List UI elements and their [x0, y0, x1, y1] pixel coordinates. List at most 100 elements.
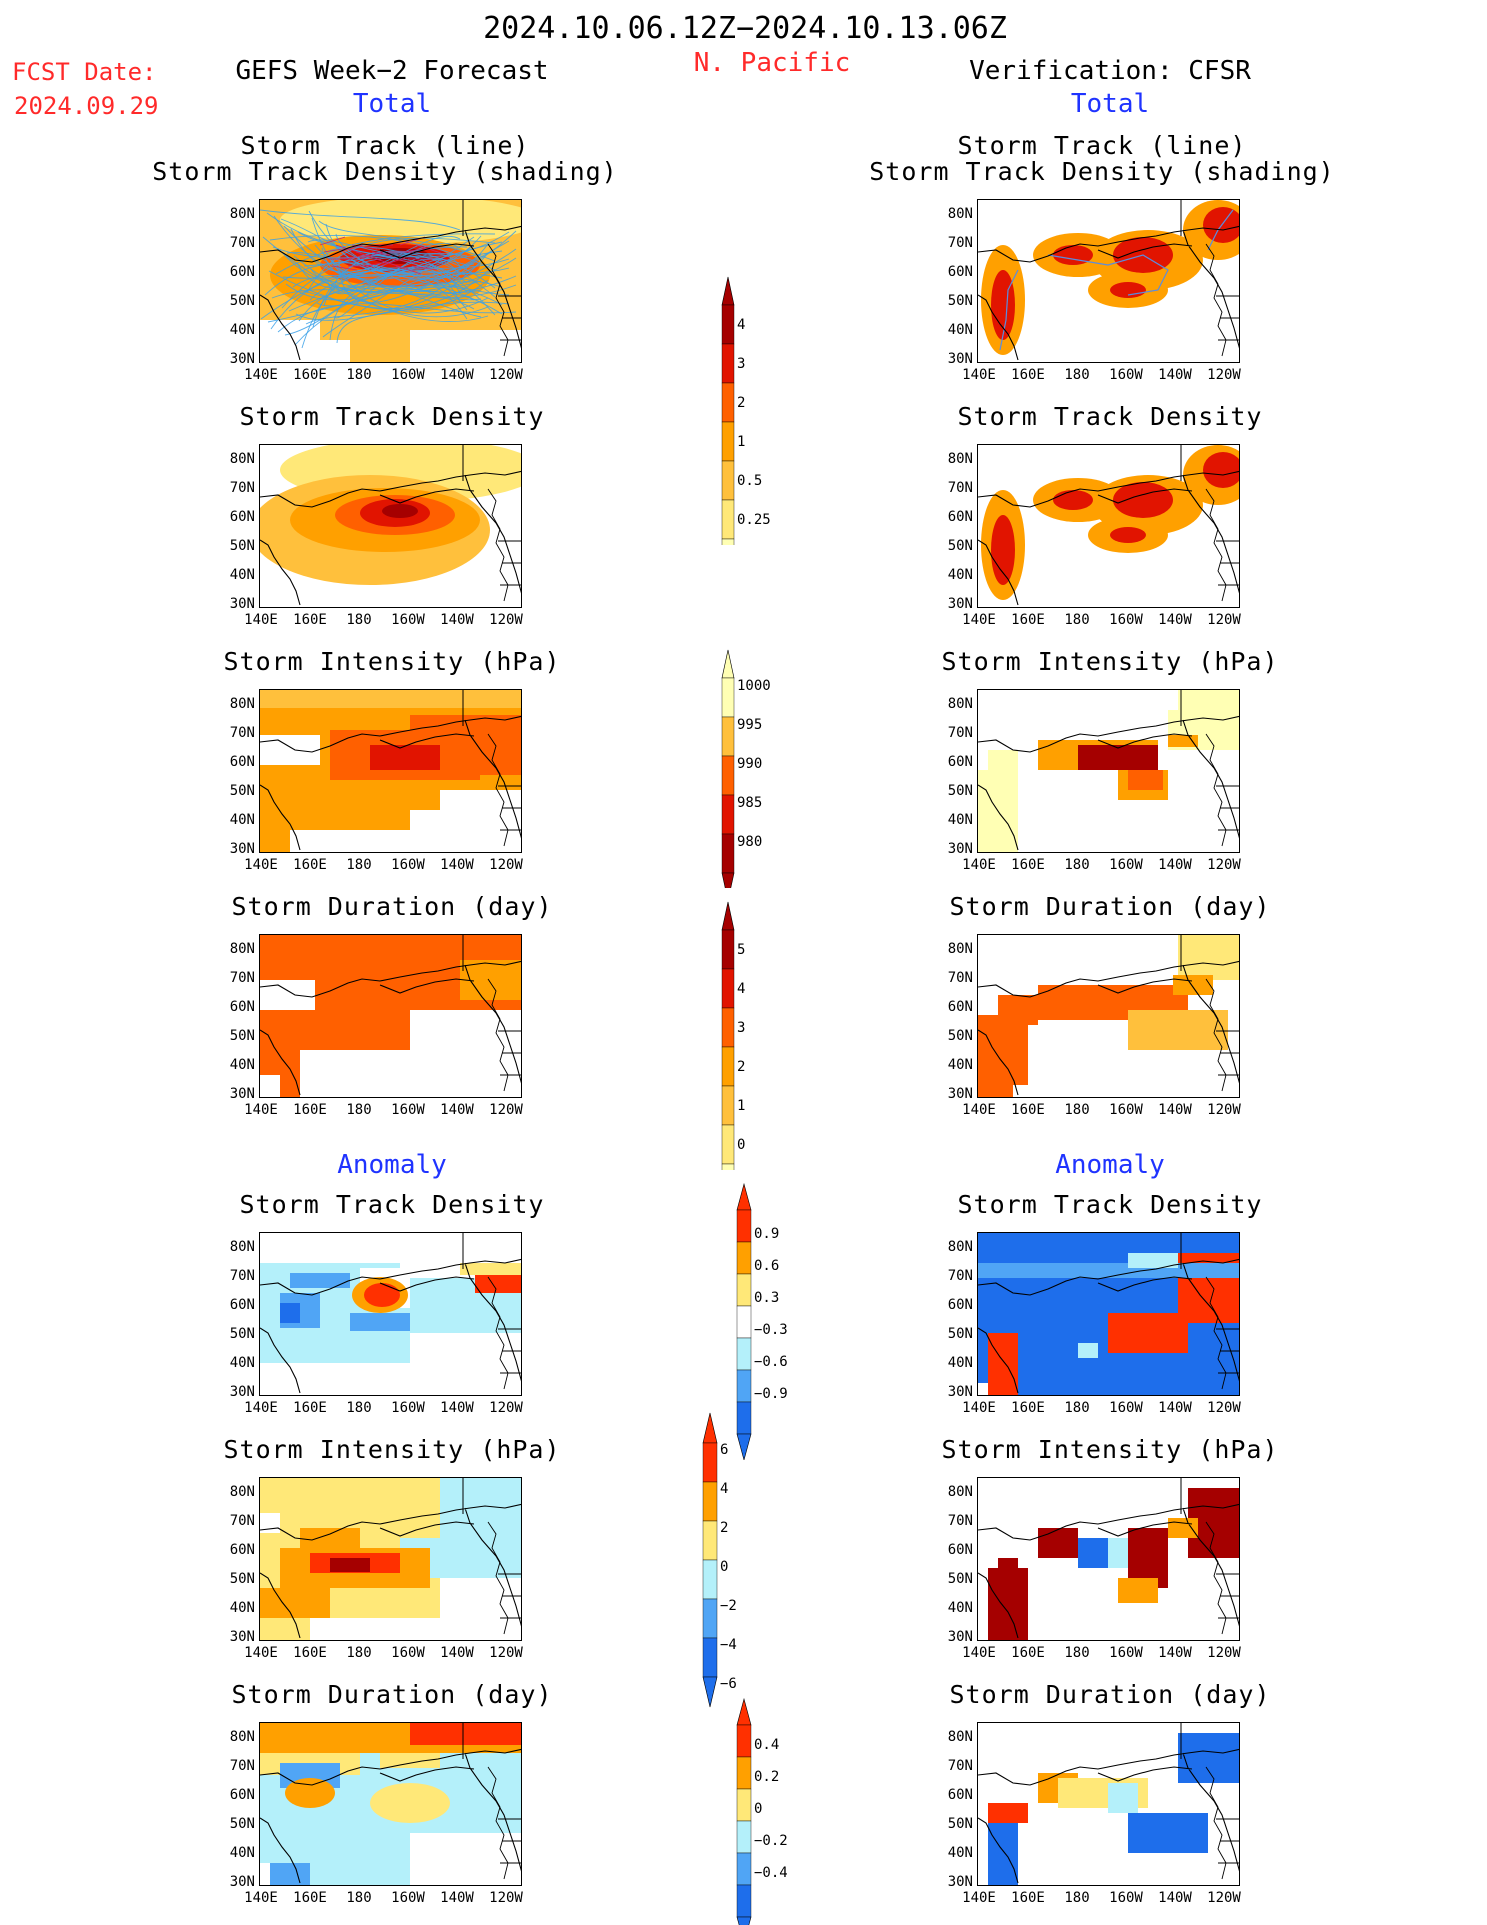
lat-tick-label: 60N — [947, 1297, 973, 1313]
storm-track — [295, 301, 510, 321]
colorbar-segment — [736, 1724, 752, 1758]
state-borders — [487, 978, 521, 1092]
colorbar-segment — [721, 343, 735, 384]
state-borders — [487, 733, 521, 847]
lon-tick-label: 160E — [1011, 1890, 1045, 1906]
density-colorbar — [721, 276, 735, 545]
lon-tick-label: 160E — [293, 1890, 327, 1906]
grid-cell — [1038, 1528, 1078, 1558]
lat-tick-label: 60N — [229, 999, 255, 1015]
fcst-duration-title: Storm Duration (day) — [231, 892, 553, 921]
lon-tick-label: 140E — [244, 1400, 278, 1416]
colorbar-segment — [736, 1209, 752, 1243]
colorbar-segment — [736, 1884, 752, 1918]
shade-region — [285, 1778, 335, 1808]
lat-tick-label: 60N — [947, 1542, 973, 1558]
storm-track-core — [395, 265, 422, 275]
lon-tick-label: 140W — [1158, 1102, 1192, 1118]
lon-tick-label: 140E — [244, 612, 278, 628]
lat-tick-label: 40N — [229, 1600, 255, 1616]
map-canvas — [978, 1478, 1239, 1640]
lon-tick-label: 160W — [1109, 857, 1143, 873]
storm-track — [312, 252, 496, 328]
intensity-colorbar — [721, 649, 735, 888]
lat-tick-label: 80N — [947, 941, 973, 957]
colorbar-label: 0 — [720, 1559, 729, 1575]
lon-tick-label: 120W — [489, 367, 523, 383]
lat-tick-label: 80N — [947, 451, 973, 467]
grid-cell — [460, 1263, 521, 1275]
state-borders — [1205, 1521, 1239, 1635]
grid-cell — [260, 935, 521, 955]
verification-total-label: Total — [1070, 89, 1150, 119]
lon-tick-label: 120W — [489, 1102, 523, 1118]
lat-tick-label: 30N — [947, 1874, 973, 1890]
shade-region — [1110, 527, 1146, 543]
verif-anom-intensity-map — [977, 1477, 1240, 1641]
lat-tick-label: 70N — [947, 235, 973, 251]
colorbar-segment — [736, 1241, 752, 1275]
lat-tick-label: 80N — [229, 1729, 255, 1745]
lat-tick-label: 70N — [229, 1268, 255, 1284]
shade-region — [1110, 282, 1146, 298]
storm-track — [334, 256, 468, 286]
colorbar-segment — [721, 460, 735, 501]
colorbar-tip — [702, 1412, 718, 1444]
lon-tick-label: 180 — [346, 612, 372, 628]
state-borders — [1205, 243, 1239, 357]
storm-track — [318, 220, 496, 262]
map-canvas — [978, 690, 1239, 852]
lon-tick-label: 160W — [391, 612, 425, 628]
lat-tick-label: 60N — [947, 509, 973, 525]
lon-tick-label: 160W — [391, 1645, 425, 1661]
shade-region — [280, 200, 521, 244]
date-range-title: 2024.10.06.12Z−2024.10.13.06Z — [483, 11, 1007, 46]
storm-track-core — [411, 265, 438, 271]
grid-cell — [290, 1273, 350, 1288]
colorbar-segment — [702, 1442, 718, 1483]
lat-tick-label: 50N — [947, 1326, 973, 1342]
lon-tick-label: 180 — [1064, 612, 1090, 628]
colorbar-label: −0.6 — [754, 1354, 788, 1370]
lon-tick-label: 160E — [1011, 612, 1045, 628]
lon-tick-label: 160W — [1109, 1645, 1143, 1661]
lon-tick-label: 120W — [1207, 1890, 1241, 1906]
shade-region — [370, 1783, 450, 1823]
lat-tick-label: 40N — [229, 812, 255, 828]
fcst-density-map — [259, 444, 522, 608]
lon-tick-label: 160E — [293, 1645, 327, 1661]
lon-tick-label: 120W — [489, 612, 523, 628]
lat-tick-label: 50N — [947, 293, 973, 309]
lat-tick-label: 60N — [229, 264, 255, 280]
grid-cell — [978, 1075, 1013, 1097]
colorbar-label: 6 — [720, 1442, 729, 1458]
lon-tick-label: 140E — [962, 612, 996, 628]
colorbar-label: 2 — [737, 395, 746, 411]
storm-track — [277, 303, 517, 333]
colorbar-label: 4 — [737, 981, 746, 997]
grid-cell — [260, 690, 521, 708]
grid-cell — [1178, 690, 1239, 720]
fcst-intensity-map — [259, 689, 522, 853]
colorbar-segment — [721, 1007, 735, 1048]
grid-cell — [1108, 1783, 1138, 1813]
colorbar-segment — [702, 1598, 718, 1639]
lat-tick-label: 40N — [229, 1057, 255, 1073]
lon-tick-label: 180 — [1064, 1645, 1090, 1661]
colorbar-segment — [736, 1820, 752, 1854]
lon-tick-label: 120W — [1207, 1400, 1241, 1416]
lon-tick-label: 140E — [962, 1102, 996, 1118]
verification-anomaly-label: Anomaly — [1055, 1150, 1165, 1180]
colorbar-label: −0.3 — [754, 1322, 788, 1338]
lat-tick-label: 80N — [229, 451, 255, 467]
map-canvas — [978, 1233, 1239, 1395]
lon-tick-label: 140E — [244, 1890, 278, 1906]
grid-cell — [475, 1273, 521, 1293]
lat-tick-label: 60N — [947, 264, 973, 280]
colorbar-segment — [736, 1756, 752, 1790]
lat-tick-label: 50N — [947, 1571, 973, 1587]
colorbar-label: 0.6 — [754, 1258, 780, 1274]
map-canvas — [260, 200, 521, 362]
duration-colorbar — [721, 901, 735, 1170]
lat-tick-label: 50N — [229, 1571, 255, 1587]
